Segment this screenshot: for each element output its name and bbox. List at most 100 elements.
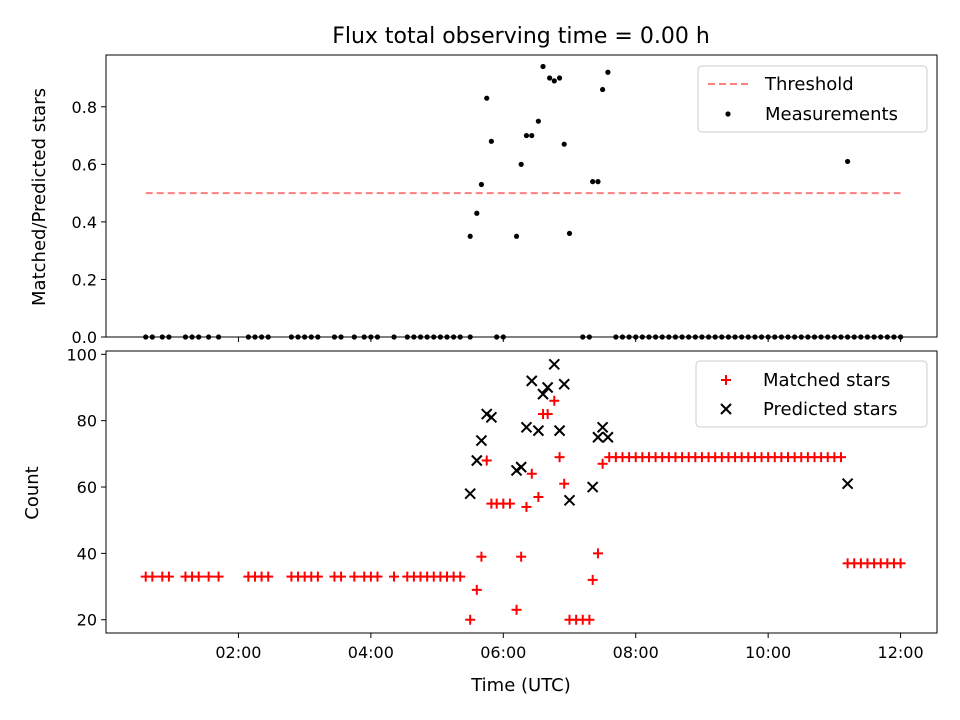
measurement-point bbox=[590, 179, 596, 185]
matched-star-point bbox=[504, 498, 515, 509]
predicted-star-point bbox=[537, 388, 549, 400]
measurement-point bbox=[556, 75, 563, 81]
bottom-legend: Matched stars Predicted stars bbox=[695, 360, 928, 428]
bottom-y-tick-label: 100 bbox=[66, 345, 97, 364]
matched-star-point bbox=[312, 571, 323, 582]
matched-star-point bbox=[587, 574, 598, 585]
matched-star-point bbox=[147, 571, 158, 582]
predicted-star-point bbox=[471, 454, 483, 467]
matched-star-point bbox=[336, 571, 347, 582]
bottom-legend-box bbox=[695, 360, 928, 428]
predicted-star-point bbox=[532, 424, 545, 437]
bottom-y-tick-label: 80 bbox=[77, 412, 97, 431]
legend-threshold-label: Threshold bbox=[764, 74, 854, 95]
bottom-x-tick-label: 12:00 bbox=[878, 643, 924, 662]
measurement-point bbox=[595, 179, 601, 185]
top-y-tick-label: 0.2 bbox=[72, 270, 97, 289]
legend-predicted-swatch bbox=[720, 403, 732, 415]
matched-star-point bbox=[481, 455, 492, 466]
legend-matched-swatch bbox=[721, 375, 731, 385]
matched-star-point bbox=[554, 452, 565, 463]
measurement-point bbox=[518, 161, 524, 167]
measurement-point bbox=[540, 63, 546, 70]
predicted-star-point bbox=[548, 358, 560, 370]
measurement-point bbox=[845, 158, 851, 165]
matched-star-point bbox=[597, 458, 608, 469]
matched-star-point bbox=[349, 571, 360, 582]
measurement-point bbox=[529, 132, 535, 139]
top-legend: Threshold Measurements bbox=[697, 65, 928, 133]
predicted-star-point bbox=[464, 487, 476, 500]
matched-star-point bbox=[559, 478, 570, 489]
legend-measurements-label: Measurements bbox=[765, 104, 898, 125]
matched-star-point bbox=[549, 395, 560, 406]
bottom-x-tick-label: 04:00 bbox=[348, 643, 394, 662]
predicted-star-point bbox=[602, 431, 614, 443]
measurement-point bbox=[551, 78, 557, 84]
matched-star-point bbox=[213, 571, 224, 582]
top-y-tick-label: 0.4 bbox=[72, 213, 97, 232]
matched-star-point bbox=[526, 468, 537, 479]
bottom-y-tick-label: 40 bbox=[77, 544, 97, 563]
measurement-point bbox=[513, 233, 520, 239]
legend-matched-label: Matched stars bbox=[763, 370, 890, 391]
matched-star-point bbox=[465, 614, 476, 625]
measurement-point bbox=[484, 95, 490, 101]
predicted-star-point bbox=[526, 375, 538, 387]
bottom-y-tick-label: 20 bbox=[77, 611, 97, 630]
measurement-point bbox=[566, 230, 573, 237]
measurement-point bbox=[547, 75, 553, 81]
measurement-point bbox=[561, 141, 567, 147]
bottom-ylabel: Count bbox=[22, 466, 43, 519]
matched-star-point bbox=[521, 501, 532, 512]
predicted-star-point bbox=[596, 421, 609, 434]
matched-star-point bbox=[471, 584, 482, 595]
predicted-star-point bbox=[592, 431, 604, 443]
matched-star-point bbox=[389, 571, 400, 582]
legend-measurements-swatch bbox=[725, 111, 731, 117]
bottom-x-tick-label: 02:00 bbox=[215, 643, 261, 662]
bottom-x-tick-label: 10:00 bbox=[745, 643, 791, 662]
measurement-point bbox=[600, 86, 606, 93]
chart-title: Flux total observing time = 0.00 h bbox=[332, 24, 710, 49]
matched-star-point bbox=[584, 614, 595, 625]
bottom-axes: 20 40 60 80 100 02:00 04:00 06:00 08:00 10:00 12:0… bbox=[66, 345, 938, 662]
measurement-point bbox=[488, 138, 494, 144]
measurement-point bbox=[478, 181, 485, 188]
legend-predicted-label: Predicted stars bbox=[763, 399, 897, 420]
bottom-y-tick-label: 60 bbox=[77, 478, 97, 497]
matched-star-point bbox=[455, 571, 466, 582]
predicted-star-point bbox=[541, 381, 554, 394]
matched-star-point bbox=[476, 551, 487, 562]
predicted-star-point bbox=[520, 421, 533, 434]
predicted-star-point bbox=[586, 481, 599, 493]
bottom-xlabel: Time (UTC) bbox=[470, 675, 571, 696]
matched-star-point bbox=[511, 604, 522, 615]
measurement-point bbox=[474, 210, 480, 216]
matched-star-point bbox=[193, 571, 204, 582]
predicted-star-point bbox=[515, 461, 527, 473]
bottom-x-tick-label: 06:00 bbox=[480, 643, 526, 662]
predicted-star-point bbox=[485, 411, 498, 424]
measurement-point bbox=[535, 118, 541, 124]
bottom-plot-frame bbox=[105, 350, 938, 634]
matched-star-point bbox=[533, 491, 544, 502]
matched-star-point bbox=[163, 571, 174, 582]
matched-star-point bbox=[592, 548, 603, 559]
top-axes: 0.0 0.2 0.4 0.6 0.8 Threshold Measurements bbox=[72, 54, 938, 347]
top-y-tick-label: 0.8 bbox=[72, 98, 97, 117]
measurement-point bbox=[467, 233, 473, 239]
predicted-star-point bbox=[841, 477, 854, 490]
predicted-star-point bbox=[553, 424, 566, 437]
predicted-star-point bbox=[558, 378, 570, 390]
predicted-star-point bbox=[563, 494, 576, 507]
matched-star-point bbox=[203, 571, 214, 582]
matched-star-point bbox=[263, 571, 274, 582]
matched-star-point bbox=[516, 551, 527, 562]
matched-star-point bbox=[895, 558, 906, 569]
measurement-point bbox=[523, 132, 530, 139]
matched-star-point bbox=[372, 571, 383, 582]
top-y-tick-label: 0.6 bbox=[72, 155, 97, 174]
top-legend-box bbox=[697, 65, 928, 133]
